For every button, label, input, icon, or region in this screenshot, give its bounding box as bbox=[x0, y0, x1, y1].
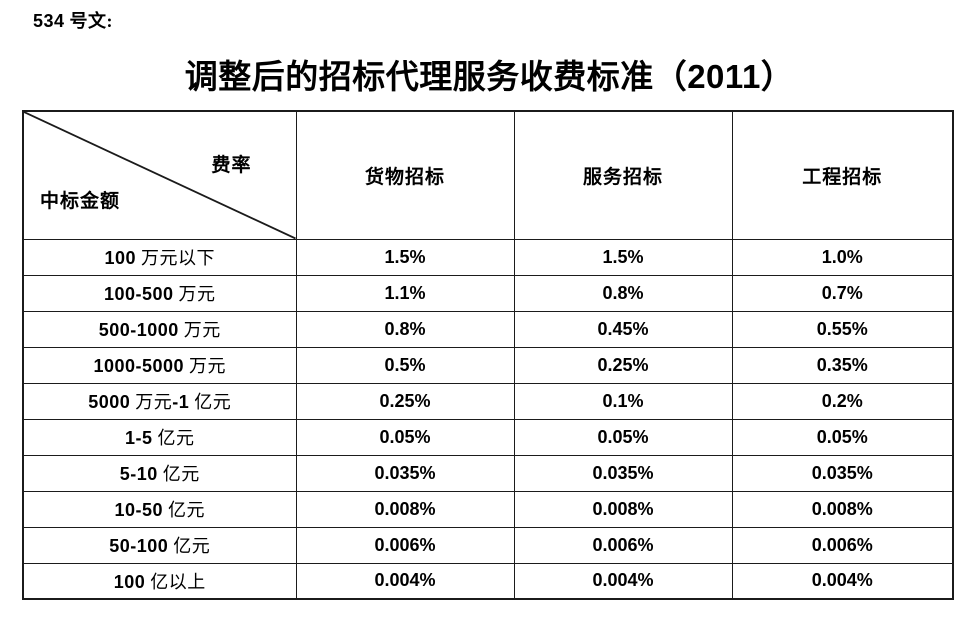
rate-cell-services: 0.006% bbox=[513, 526, 733, 564]
row-label-cell: 50-100 亿元 bbox=[22, 526, 297, 564]
table-row: 1000-5000 万元 0.5% 0.25% 0.35% bbox=[22, 346, 954, 384]
rate-cell-services: 1.5% bbox=[513, 238, 733, 276]
rate-cell-goods: 0.8% bbox=[295, 310, 515, 348]
rate-cell-goods: 0.5% bbox=[295, 346, 515, 384]
col-header-services: 服务招标 bbox=[513, 110, 733, 240]
row-label-cell: 5-10 亿元 bbox=[22, 454, 297, 492]
table-row: 5-10 亿元 0.035% 0.035% 0.035% bbox=[22, 454, 954, 492]
rate-cell-goods: 0.006% bbox=[295, 526, 515, 564]
rate-cell-goods: 1.1% bbox=[295, 274, 515, 312]
fee-table: 费率 中标金额 货物招标 服务招标 工程招标 100 万元以下 1.5% 1.5… bbox=[22, 110, 954, 600]
row-label-cell: 1000-5000 万元 bbox=[22, 346, 297, 384]
doc-number-label: 534 号文: bbox=[33, 11, 114, 31]
rate-cell-services: 0.008% bbox=[513, 490, 733, 528]
rate-cell-works: 0.05% bbox=[731, 418, 954, 456]
rate-cell-services: 0.1% bbox=[513, 382, 733, 420]
table-row: 5000 万元-1 亿元 0.25% 0.1% 0.2% bbox=[22, 382, 954, 420]
corner-label-rate: 费率 bbox=[211, 155, 252, 176]
diagonal-divider-line bbox=[24, 112, 296, 239]
rate-cell-goods: 0.035% bbox=[295, 454, 515, 492]
row-label-cell: 1-5 亿元 bbox=[22, 418, 297, 456]
table-row: 50-100 亿元 0.006% 0.006% 0.006% bbox=[22, 526, 954, 564]
rate-cell-goods: 1.5% bbox=[295, 238, 515, 276]
row-label-cell: 500-1000 万元 bbox=[22, 310, 297, 348]
rate-cell-services: 0.25% bbox=[513, 346, 733, 384]
corner-label-amount: 中标金额 bbox=[40, 190, 121, 212]
table-row: 100 万元以下 1.5% 1.5% 1.0% bbox=[22, 238, 954, 276]
rate-cell-goods: 0.008% bbox=[295, 490, 515, 528]
table-row: 100-500 万元 1.1% 0.8% 0.7% bbox=[22, 274, 954, 312]
row-label-cell: 100 万元以下 bbox=[22, 238, 297, 276]
page-title: 调整后的招标代理服务收费标准（2011） bbox=[184, 58, 795, 96]
rate-cell-works: 0.35% bbox=[731, 346, 954, 384]
table-row: 100 亿以上 0.004% 0.004% 0.004% bbox=[22, 562, 954, 600]
table-row: 500-1000 万元 0.8% 0.45% 0.55% bbox=[22, 310, 954, 348]
rate-cell-services: 0.45% bbox=[513, 310, 733, 348]
header-row: 费率 中标金额 货物招标 服务招标 工程招标 bbox=[22, 110, 954, 240]
rate-cell-works: 0.7% bbox=[731, 274, 954, 312]
col-header-goods: 货物招标 bbox=[295, 110, 515, 240]
row-label-cell: 5000 万元-1 亿元 bbox=[22, 382, 297, 420]
rate-cell-works: 0.035% bbox=[731, 454, 954, 492]
rate-cell-services: 0.035% bbox=[513, 454, 733, 492]
corner-cell: 费率 中标金额 bbox=[22, 110, 297, 240]
rate-cell-works: 0.008% bbox=[731, 490, 954, 528]
rate-cell-works: 0.2% bbox=[731, 382, 954, 420]
rate-cell-goods: 0.004% bbox=[295, 562, 515, 600]
rate-cell-goods: 0.25% bbox=[295, 382, 515, 420]
table-row: 1-5 亿元 0.05% 0.05% 0.05% bbox=[22, 418, 954, 456]
rate-cell-goods: 0.05% bbox=[295, 418, 515, 456]
row-label-cell: 10-50 亿元 bbox=[22, 490, 297, 528]
table-row: 10-50 亿元 0.008% 0.008% 0.008% bbox=[22, 490, 954, 528]
rate-cell-works: 0.55% bbox=[731, 310, 954, 348]
rate-cell-works: 1.0% bbox=[731, 238, 954, 276]
rate-cell-works: 0.006% bbox=[731, 526, 954, 564]
rate-cell-works: 0.004% bbox=[731, 562, 954, 600]
rate-cell-services: 0.004% bbox=[513, 562, 733, 600]
row-label-cell: 100 亿以上 bbox=[22, 562, 297, 600]
row-label-cell: 100-500 万元 bbox=[22, 274, 297, 312]
rate-cell-services: 0.8% bbox=[513, 274, 733, 312]
col-header-works: 工程招标 bbox=[731, 110, 954, 240]
rate-cell-services: 0.05% bbox=[513, 418, 733, 456]
